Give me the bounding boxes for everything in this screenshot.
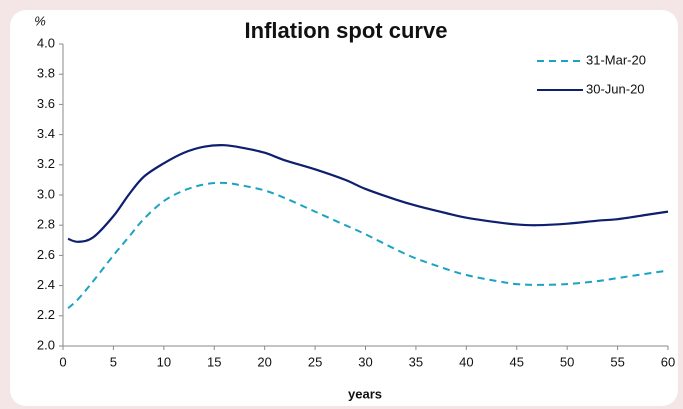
legend-label: 30-Jun-20 — [586, 81, 645, 96]
y-tick-label: 3.0 — [37, 186, 55, 201]
x-tick-label: 5 — [110, 354, 117, 369]
x-axis-label: years — [348, 386, 382, 401]
x-tick-label: 30 — [358, 354, 372, 369]
y-tick-label: 3.8 — [37, 66, 55, 81]
legend-label: 31-Mar-20 — [586, 52, 646, 67]
panel — [10, 10, 678, 406]
chart-title: Inflation spot curve — [245, 18, 448, 43]
y-tick-label: 2.0 — [37, 337, 55, 352]
x-tick-label: 55 — [610, 354, 624, 369]
y-tick-label: 4.0 — [37, 35, 55, 50]
x-tick-label: 10 — [157, 354, 171, 369]
y-tick-label: 3.2 — [37, 156, 55, 171]
line — [67, 181, 669, 310]
x-tick-label: 50 — [560, 354, 574, 369]
y-tick-label: 3.4 — [37, 126, 55, 141]
y-tick-label: 2.4 — [37, 277, 55, 292]
x-tick-label: 25 — [308, 354, 322, 369]
y-axis-label: % — [34, 13, 46, 28]
x-tick-label: 40 — [459, 354, 473, 369]
x-tick-label: 15 — [207, 354, 221, 369]
x-tick-label: 0 — [59, 354, 66, 369]
y-tick-label: 2.8 — [37, 217, 55, 232]
x-tick-label: 35 — [409, 354, 423, 369]
y-tick-label: 2.6 — [37, 247, 55, 262]
x-tick-label: 45 — [510, 354, 524, 369]
y-tick-label: 3.6 — [37, 96, 55, 111]
line — [67, 144, 669, 243]
x-tick-label: 60 — [661, 354, 675, 369]
y-tick-label: 2.2 — [37, 307, 55, 322]
x-tick-label: 20 — [257, 354, 271, 369]
